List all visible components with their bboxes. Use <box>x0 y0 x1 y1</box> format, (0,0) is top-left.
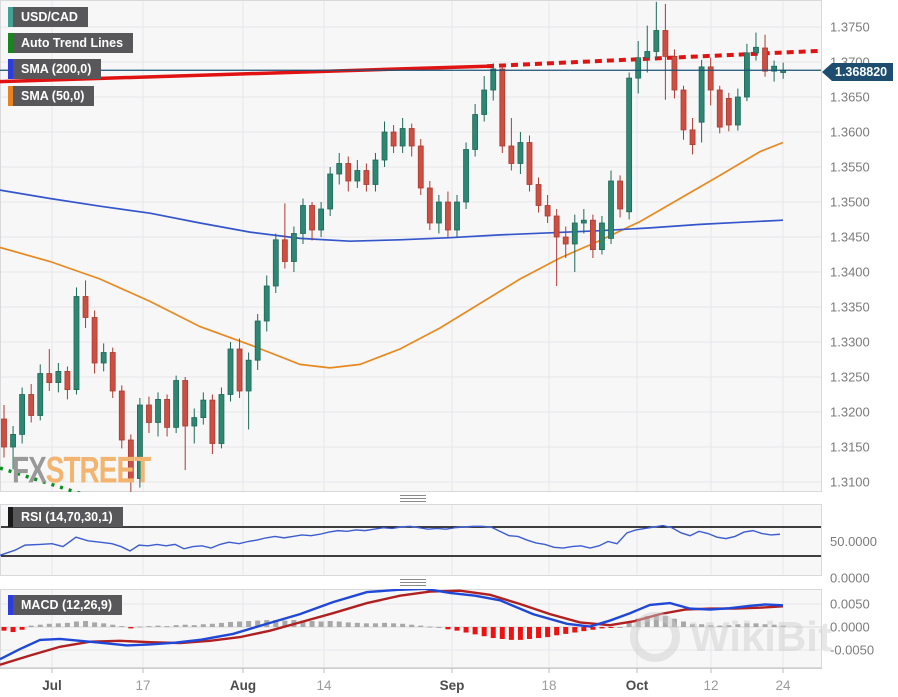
svg-text:1.3750: 1.3750 <box>830 20 870 35</box>
svg-text:1.3100: 1.3100 <box>830 475 870 490</box>
svg-text:Jul: Jul <box>42 678 62 693</box>
svg-text:Oct: Oct <box>626 678 649 693</box>
sma50-badge[interactable]: SMA (50,0) <box>8 86 95 106</box>
rsi-badge-label: RSI (14,70,30,1) <box>21 510 113 524</box>
rsi-badge[interactable]: RSI (14,70,30,1) <box>8 507 123 527</box>
macd-badge[interactable]: MACD (12,26,9) <box>8 595 122 615</box>
svg-text:17: 17 <box>135 678 150 693</box>
svg-text:14: 14 <box>316 678 332 693</box>
svg-text:Aug: Aug <box>230 678 256 693</box>
sma50-badge-label: SMA (50,0) <box>21 89 85 103</box>
svg-text:Sep: Sep <box>440 678 465 693</box>
svg-text:1.3250: 1.3250 <box>830 370 870 385</box>
symbol-badge[interactable]: USD/CAD <box>8 7 88 27</box>
svg-text:18: 18 <box>541 678 556 693</box>
svg-text:1.3600: 1.3600 <box>830 125 870 140</box>
current-price-badge: 1.368820 <box>822 63 894 81</box>
panel-resize-handle-macd[interactable] <box>400 579 426 587</box>
svg-text:50.0000: 50.0000 <box>830 534 877 549</box>
svg-text:1.3350: 1.3350 <box>830 300 870 315</box>
svg-text:0.0000: 0.0000 <box>830 620 870 635</box>
svg-text:0.0050: 0.0050 <box>830 597 870 612</box>
svg-text:1.3650: 1.3650 <box>830 90 870 105</box>
svg-text:1.3150: 1.3150 <box>830 440 870 455</box>
panel-resize-handle-rsi[interactable] <box>400 495 426 503</box>
symbol-badge-label: USD/CAD <box>21 10 78 24</box>
sma200-badge-label: SMA (200,0) <box>21 62 92 76</box>
svg-text:0.0000: 0.0000 <box>830 570 870 585</box>
svg-text:1.3300: 1.3300 <box>830 335 870 350</box>
svg-text:12: 12 <box>703 678 718 693</box>
svg-text:1.3400: 1.3400 <box>830 265 870 280</box>
macd-badge-label: MACD (12,26,9) <box>21 598 112 612</box>
auto-trend-lines-label: Auto Trend Lines <box>21 36 124 50</box>
svg-text:1.3200: 1.3200 <box>830 405 870 420</box>
svg-text:1.3500: 1.3500 <box>830 195 870 210</box>
current-price-value: 1.368820 <box>835 65 888 79</box>
svg-text:1.3450: 1.3450 <box>830 230 870 245</box>
svg-text:1.3550: 1.3550 <box>830 160 870 175</box>
svg-text:-0.0050: -0.0050 <box>830 643 874 658</box>
svg-text:24: 24 <box>775 678 791 693</box>
sma200-badge[interactable]: SMA (200,0) <box>8 59 102 79</box>
auto-trend-lines-badge[interactable]: Auto Trend Lines <box>8 33 134 53</box>
